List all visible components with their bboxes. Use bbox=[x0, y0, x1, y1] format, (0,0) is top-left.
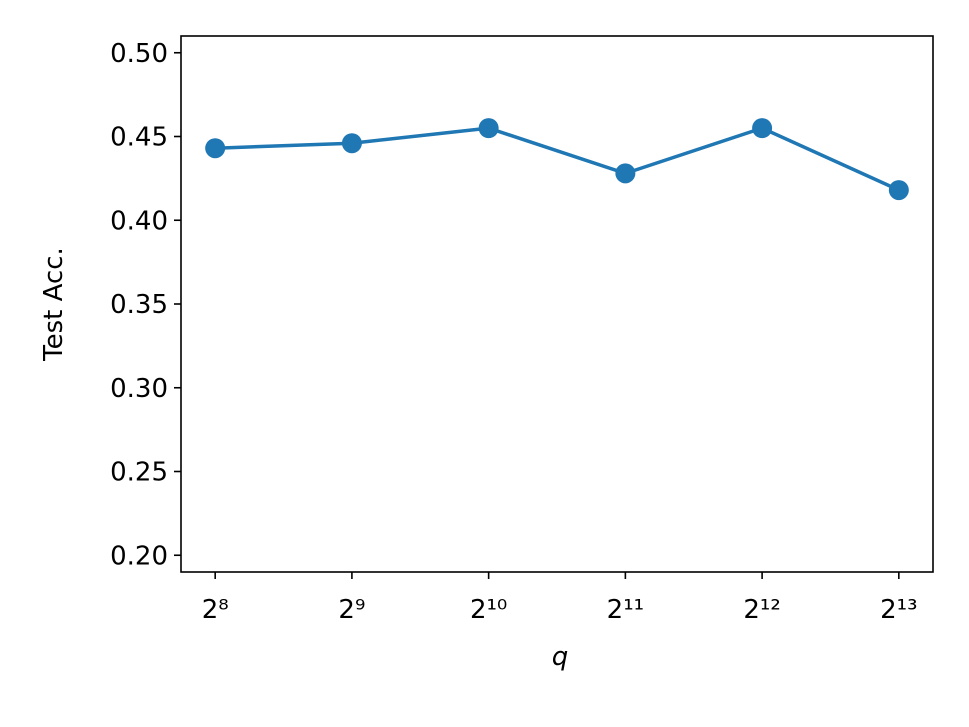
y-axis-label: Test Acc. bbox=[39, 247, 69, 362]
x-tick-label: 2¹³ bbox=[880, 595, 917, 625]
y-tick-label: 0.45 bbox=[110, 123, 168, 153]
y-tick-label: 0.20 bbox=[110, 541, 168, 571]
y-tick-label: 0.40 bbox=[110, 206, 168, 236]
y-tick-label: 0.35 bbox=[110, 290, 168, 320]
x-tick-label: 2⁸ bbox=[202, 595, 229, 625]
x-axis-label: q bbox=[552, 642, 569, 672]
y-tick-label: 0.30 bbox=[110, 374, 168, 404]
data-point bbox=[615, 163, 636, 184]
data-point bbox=[752, 118, 773, 139]
data-point bbox=[341, 133, 362, 154]
x-tick-label: 2¹¹ bbox=[607, 595, 644, 625]
x-tick-label: 2¹² bbox=[743, 595, 780, 625]
plot-frame bbox=[180, 35, 934, 573]
x-tick-label: 2⁹ bbox=[338, 595, 365, 625]
data-point bbox=[888, 180, 909, 201]
y-tick-label: 0.50 bbox=[110, 39, 168, 69]
data-point bbox=[478, 118, 499, 139]
series-line bbox=[215, 126, 900, 192]
y-tick-label: 0.25 bbox=[110, 458, 168, 488]
x-tick-label: 2¹⁰ bbox=[470, 595, 507, 625]
data-point bbox=[205, 138, 226, 159]
